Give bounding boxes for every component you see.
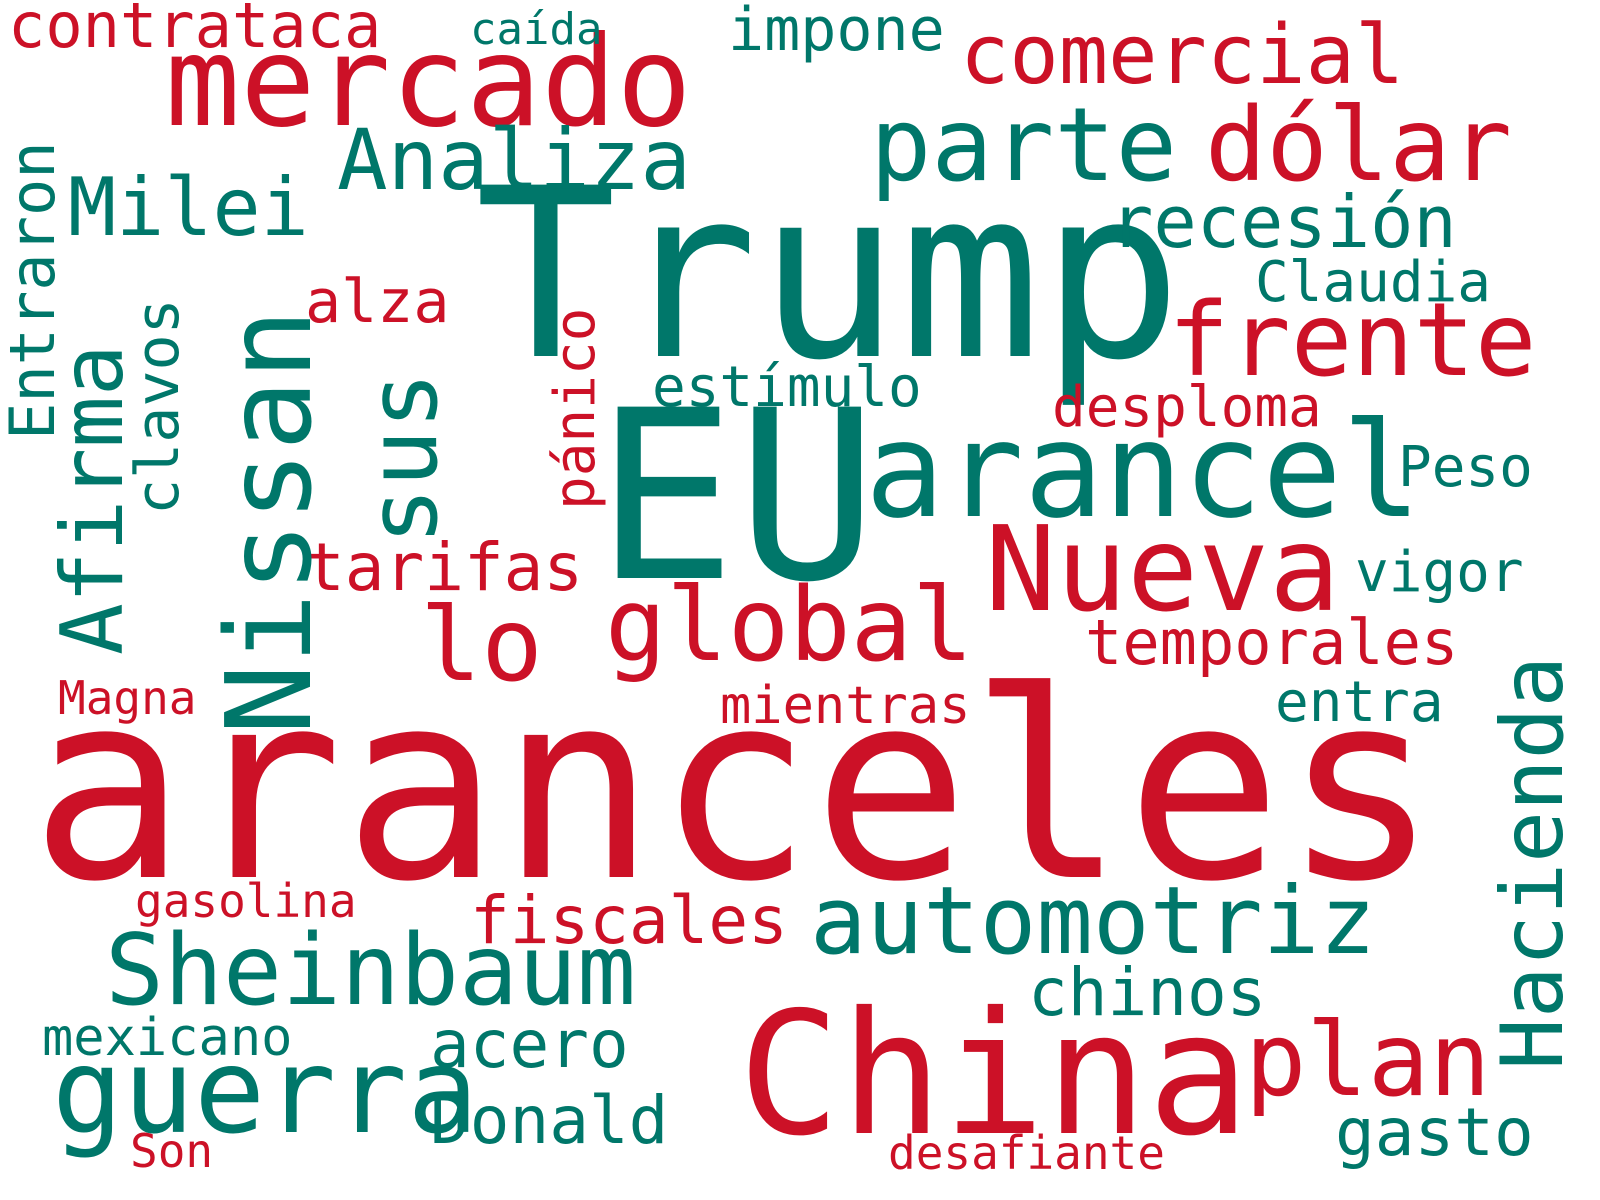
word-china: China [738, 976, 1250, 1174]
word-lo: lo [420, 586, 543, 705]
word-donald: Donald [430, 1082, 669, 1159]
word-acero: acero [430, 1006, 629, 1083]
word-desploma: desploma [1052, 375, 1322, 440]
word-hacienda: Hacienda [1483, 655, 1583, 1070]
word-milei: Milei [68, 161, 309, 254]
word-gasto: gasto [1335, 1094, 1534, 1171]
word-desafiante: desafiante [888, 1126, 1165, 1180]
word-aranceles: aranceles [30, 637, 1439, 939]
word-eu: EU [595, 361, 878, 634]
word-analiza: Analiza [337, 111, 692, 209]
word-impone: impone [728, 0, 945, 65]
word-panico: pánico [543, 307, 608, 510]
word-global: global [605, 566, 974, 685]
word-temporales: temporales [1085, 606, 1459, 679]
word-caida: caída [470, 4, 603, 55]
word-entraron: Entraron [0, 141, 69, 440]
word-automotriz: automotriz [810, 867, 1376, 976]
word-mercado: mercado [165, 10, 692, 155]
word-tarifas: tarifas [305, 529, 584, 606]
word-gasolina: gasolina [135, 874, 357, 928]
word-trump: Trump [475, 139, 1183, 412]
word-guerra: guerra [52, 1022, 479, 1160]
word-nueva: Nueva [985, 500, 1341, 638]
word-mientras: mientras [720, 676, 971, 736]
word-dolar: dólar [1205, 86, 1513, 205]
word-fiscales: fiscales [470, 882, 788, 959]
word-magna: Magna [58, 671, 197, 725]
word-estimulo: estímulo [652, 355, 922, 420]
word-recesion: recesión [1110, 180, 1457, 264]
word-clavos: clavos [123, 298, 193, 515]
word-peso: Peso [1398, 435, 1533, 500]
word-alza: alza [305, 267, 450, 337]
word-parte: parte [870, 86, 1178, 205]
word-comercial: comercial [960, 8, 1405, 103]
word-mexicano: mexicano [42, 1008, 293, 1068]
word-entra: entra [1275, 670, 1444, 735]
word-son: Son [130, 1124, 214, 1178]
word-vigor: vigor [1355, 540, 1524, 605]
word-frente: frente [1168, 281, 1537, 400]
word-arancel: arancel [865, 394, 1422, 548]
word-chinos: chinos [1028, 954, 1267, 1031]
word-claudia: Claudia [1255, 250, 1492, 315]
word-sheinbaum: Sheinbaum [105, 914, 637, 1028]
word-sus: sus [347, 371, 459, 545]
word-contrataca: contrataca [8, 0, 382, 62]
word-nissan: Nissan [200, 308, 338, 735]
word-plan: plan [1245, 1001, 1491, 1120]
